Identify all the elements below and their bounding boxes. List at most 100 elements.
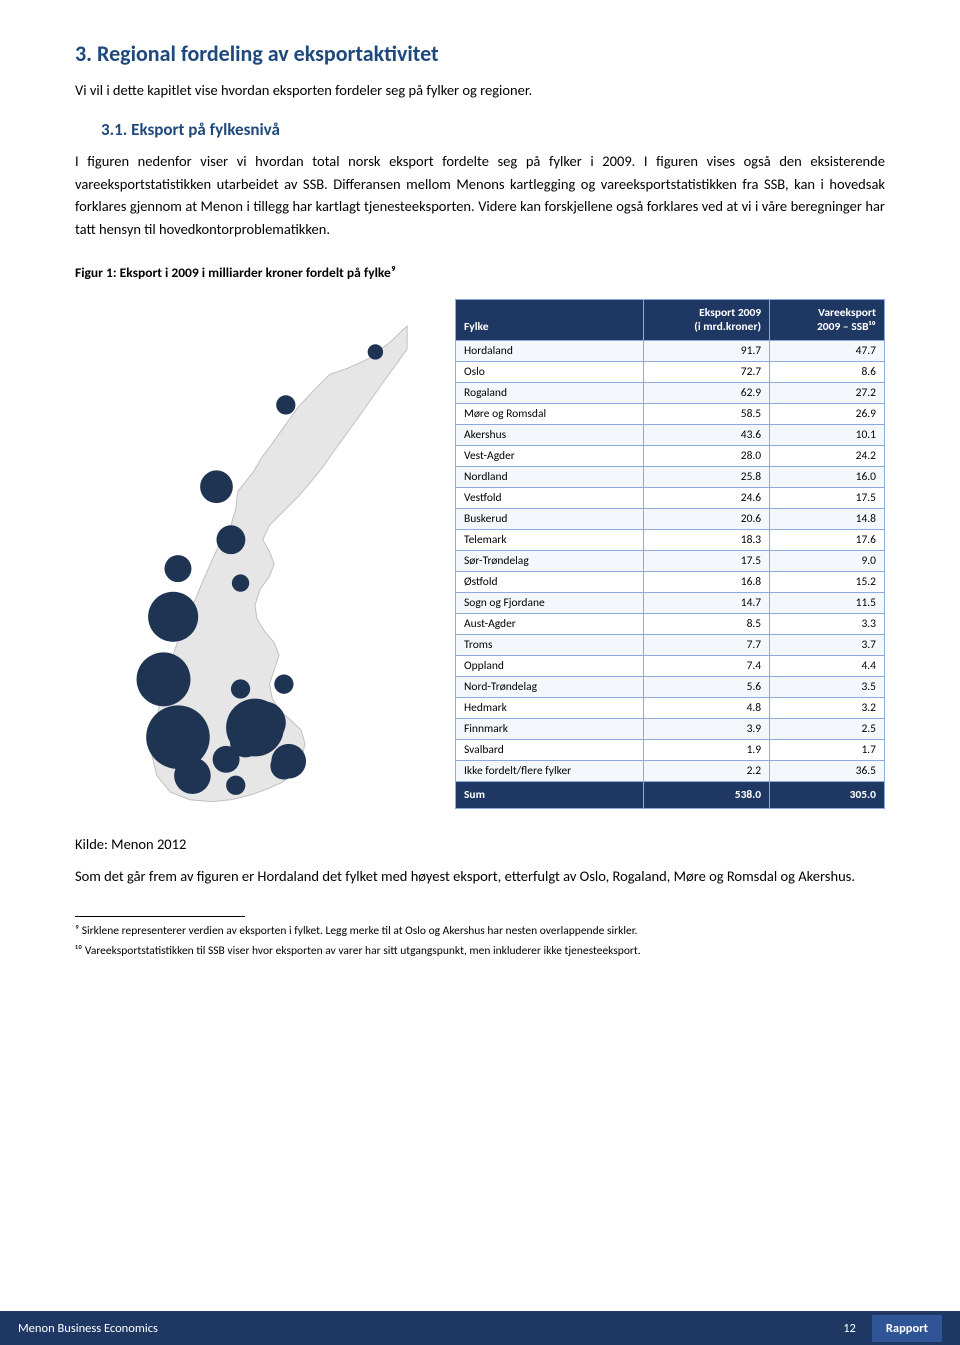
cell-eksport: 18.3 (643, 530, 770, 551)
sum-label: Sum (456, 782, 644, 809)
map-bubble (148, 592, 198, 642)
cell-ssb: 47.7 (770, 341, 885, 362)
cell-eksport: 2.2 (643, 761, 770, 782)
table-row: Møre og Romsdal58.526.9 (456, 404, 885, 425)
col-fylke: Fylke (456, 300, 644, 341)
cell-ssb: 17.6 (770, 530, 885, 551)
cell-eksport: 7.4 (643, 656, 770, 677)
table-row: Buskerud20.614.8 (456, 509, 885, 530)
col-eksport: Eksport 2009(i mrd.kroner) (643, 300, 770, 341)
map-bubble (216, 526, 245, 555)
cell-eksport: 62.9 (643, 383, 770, 404)
cell-eksport: 72.7 (643, 362, 770, 383)
post-figure-paragraph: Som det går frem av figuren er Hordaland… (75, 865, 885, 887)
map-bubble (270, 753, 297, 780)
cell-ssb: 2.5 (770, 719, 885, 740)
cell-fylke: Møre og Romsdal (456, 404, 644, 425)
cell-ssb: 9.0 (770, 551, 885, 572)
map-bubble (232, 575, 249, 592)
table-row: Oslo72.78.6 (456, 362, 885, 383)
cell-eksport: 8.5 (643, 614, 770, 635)
table-row: Oppland7.44.4 (456, 656, 885, 677)
sum-eksport: 538.0 (643, 782, 770, 809)
table-row: Nordland25.816.0 (456, 467, 885, 488)
cell-ssb: 3.3 (770, 614, 885, 635)
cell-ssb: 1.7 (770, 740, 885, 761)
footer-page-number: 12 (837, 1321, 862, 1336)
cell-eksport: 58.5 (643, 404, 770, 425)
cell-eksport: 3.9 (643, 719, 770, 740)
cell-ssb: 3.7 (770, 635, 885, 656)
cell-ssb: 26.9 (770, 404, 885, 425)
figure-wrap: Fylke Eksport 2009(i mrd.kroner) Vareeks… (75, 299, 885, 819)
norway-map (75, 299, 435, 819)
page-footer: Menon Business Economics 12 Rapport (0, 1311, 960, 1345)
table-row: Svalbard1.91.7 (456, 740, 885, 761)
table-row: Troms7.73.7 (456, 635, 885, 656)
map-bubble (174, 758, 211, 795)
cell-eksport: 16.8 (643, 572, 770, 593)
cell-fylke: Nordland (456, 467, 644, 488)
table-row: Sør-Trøndelag17.59.0 (456, 551, 885, 572)
table-row: Sogn og Fjordane14.711.5 (456, 593, 885, 614)
table-row: Nord-Trøndelag5.63.5 (456, 677, 885, 698)
table-row: Vestfold24.617.5 (456, 488, 885, 509)
cell-fylke: Ikke fordelt/flere fylker (456, 761, 644, 782)
footer-company: Menon Business Economics (18, 1321, 158, 1336)
table-row: Rogaland62.927.2 (456, 383, 885, 404)
subsection-heading: 3.1. Eksport på fylkesnivå (75, 119, 885, 140)
cell-fylke: Aust-Agder (456, 614, 644, 635)
cell-fylke: Hordaland (456, 341, 644, 362)
cell-fylke: Troms (456, 635, 644, 656)
table-row: Finnmark3.92.5 (456, 719, 885, 740)
cell-eksport: 20.6 (643, 509, 770, 530)
cell-fylke: Oslo (456, 362, 644, 383)
cell-fylke: Østfold (456, 572, 644, 593)
map-bubble (226, 776, 245, 795)
table-row: Aust-Agder8.53.3 (456, 614, 885, 635)
cell-eksport: 24.6 (643, 488, 770, 509)
cell-fylke: Nord-Trøndelag (456, 677, 644, 698)
cell-ssb: 16.0 (770, 467, 885, 488)
figure-caption: Figur 1: Eksport i 2009 i milliarder kro… (75, 264, 885, 281)
cell-eksport: 5.6 (643, 677, 770, 698)
cell-ssb: 17.5 (770, 488, 885, 509)
section-heading: 3. Regional fordeling av eksportaktivite… (75, 40, 885, 67)
export-table: Fylke Eksport 2009(i mrd.kroner) Vareeks… (455, 299, 885, 809)
cell-eksport: 91.7 (643, 341, 770, 362)
cell-fylke: Akershus (456, 425, 644, 446)
cell-ssb: 4.4 (770, 656, 885, 677)
page-content: 3. Regional fordeling av eksportaktivite… (0, 0, 960, 1053)
cell-fylke: Sør-Trøndelag (456, 551, 644, 572)
footnote-separator (75, 916, 245, 917)
cell-fylke: Svalbard (456, 740, 644, 761)
table-row: Hordaland91.747.7 (456, 341, 885, 362)
map-bubble (276, 396, 295, 415)
cell-fylke: Telemark (456, 530, 644, 551)
cell-fylke: Buskerud (456, 509, 644, 530)
cell-fylke: Finnmark (456, 719, 644, 740)
map-bubble (164, 555, 191, 582)
table-row: Hedmark4.83.2 (456, 698, 885, 719)
cell-ssb: 24.2 (770, 446, 885, 467)
cell-ssb: 11.5 (770, 593, 885, 614)
cell-fylke: Hedmark (456, 698, 644, 719)
sum-ssb: 305.0 (770, 782, 885, 809)
intro-paragraph: Vi vil i dette kapitlet vise hvordan eks… (75, 79, 885, 101)
cell-ssb: 8.6 (770, 362, 885, 383)
map-bubble (368, 345, 383, 360)
cell-fylke: Rogaland (456, 383, 644, 404)
table-row: Telemark18.317.6 (456, 530, 885, 551)
table-row: Østfold16.815.2 (456, 572, 885, 593)
table-row: Ikke fordelt/flere fylker2.236.5 (456, 761, 885, 782)
table-row: Akershus43.610.1 (456, 425, 885, 446)
col-ssb: Vareeksport2009 – SSB¹⁰ (770, 300, 885, 341)
cell-ssb: 3.2 (770, 698, 885, 719)
footer-rapport-badge: Rapport (872, 1315, 942, 1342)
cell-eksport: 25.8 (643, 467, 770, 488)
table-row: Vest-Agder28.024.2 (456, 446, 885, 467)
cell-eksport: 28.0 (643, 446, 770, 467)
cell-fylke: Vest-Agder (456, 446, 644, 467)
cell-ssb: 36.5 (770, 761, 885, 782)
map-bubble (200, 471, 233, 504)
